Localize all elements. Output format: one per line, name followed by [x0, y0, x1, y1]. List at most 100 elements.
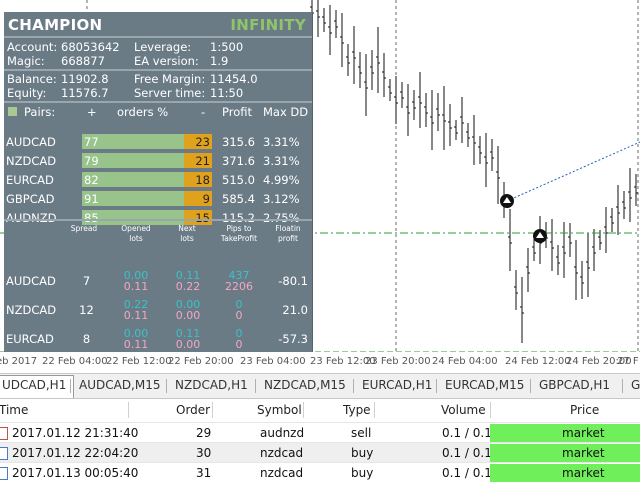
next-lots-header: Next lots: [178, 224, 196, 243]
chart-tab[interactable]: EURCAD,M15: [445, 378, 525, 392]
orders-minus-value: 9: [202, 192, 210, 206]
opened-sell-lots: 0.11: [123, 309, 149, 322]
divider: [4, 69, 312, 71]
time-axis-label: eb 2017: [0, 356, 38, 367]
trade-marker-icon[interactable]: [500, 194, 514, 208]
price-cell-highlight: [490, 464, 640, 482]
floating-profit: -80.1: [278, 274, 308, 288]
col-type-header[interactable]: Type: [343, 403, 371, 417]
time-axis-label: 22 Feb 20:00: [168, 356, 234, 367]
table-row[interactable]: 2017.01.12 21:31:40 29 audnzd sell 0.1 / 0.1…: [0, 422, 640, 443]
cell-volume: 0.1 / 0.1: [442, 446, 492, 460]
price-cell-highlight: [490, 424, 640, 442]
floating-profit: 21.0: [282, 303, 308, 317]
free-margin-value: 11454.0: [210, 72, 258, 86]
tab-divider: [530, 379, 531, 393]
divider: [4, 101, 312, 103]
panel-title: CHAMPION: [8, 16, 103, 34]
leverage-value: 1:500: [210, 40, 244, 54]
orders-plus-bar: [82, 191, 212, 206]
cell-symbol: audnzd: [260, 426, 305, 440]
tab-divider: [436, 379, 437, 393]
divider: [4, 36, 312, 38]
order-doc-icon: [0, 447, 8, 460]
time-axis-label: 24 Feb 04:00: [432, 356, 498, 367]
cell-price: market: [562, 426, 605, 440]
account-value: 68053642: [61, 40, 120, 54]
ea-version-label: EA version:: [134, 54, 199, 68]
orders-minus-value: 21: [195, 154, 210, 168]
free-margin-label: Free Margin:: [134, 72, 206, 86]
orders-header: orders %: [117, 105, 169, 119]
balance-value: 11902.8: [61, 72, 109, 86]
spread-value: 7: [82, 274, 91, 288]
chart-tab[interactable]: AUDCAD,M15: [79, 378, 161, 392]
stat-row: EURCAD 8 0.00 0.11 0.11 0.00 0 0 -57.3: [4, 324, 312, 352]
chart-tab[interactable]: GBPCAD,H1: [539, 378, 611, 392]
col-volume-header[interactable]: Volume: [441, 403, 486, 417]
orders-plus-bar: [82, 210, 212, 225]
chart-tab[interactable]: NZDCAD,M15: [264, 378, 346, 392]
pair-maxdd: 3.31%: [263, 135, 300, 149]
table-row[interactable]: 2017.01.13 00:05:40 31 nzdcad buy 0.1 / 0.1 m…: [0, 462, 640, 483]
chart-tab[interactable]: NZDCAD,H1: [175, 378, 248, 392]
orders-plus-value: 82: [84, 173, 99, 187]
balance-label: Balance:: [7, 72, 57, 86]
magic-value: 668877: [61, 54, 105, 68]
pair-name: NZDCAD: [6, 154, 57, 168]
tab-active-chart[interactable]: UDCAD,H1: [0, 375, 75, 398]
divider: [4, 219, 312, 221]
col-order-header[interactable]: Order: [176, 403, 211, 417]
next-sell-lots: 0.00: [175, 338, 201, 351]
col-symbol-header[interactable]: Symbol: [257, 403, 302, 417]
pairs-header: Pairs:: [24, 105, 56, 119]
cell-volume: 0.1 / 0.1: [442, 426, 492, 440]
tab-divider: [622, 379, 623, 393]
tab-divider: [70, 379, 71, 393]
spread-header: Spread: [70, 224, 98, 233]
time-axis-label: 22 Feb 04:00: [42, 356, 108, 367]
next-buy-lots: 0.11: [175, 327, 201, 340]
orders-plus-bar: [82, 153, 212, 168]
next-buy-lots: 0.11: [175, 269, 201, 282]
chart-tab[interactable]: EURCAD,H1: [362, 378, 433, 392]
cell-price: market: [562, 446, 605, 460]
pips-sell: 2206: [225, 280, 253, 293]
profit-header: Profit: [222, 105, 252, 119]
tab-divider: [255, 379, 256, 393]
stat-row: AUDCAD 7 0.00 0.11 0.11 0.22 437 2206 -80.1: [4, 266, 312, 296]
pair-row: NZDCAD 79 21 371.6 3.31%: [4, 152, 312, 170]
chart-tab[interactable]: G: [631, 378, 640, 392]
pair-row: GBPCAD 91 9 585.4 3.12%: [4, 190, 312, 208]
cell-order: 29: [196, 426, 212, 440]
spread-value: 8: [82, 332, 91, 346]
cell-symbol: nzdcad: [260, 466, 304, 480]
column-divider: [212, 402, 213, 418]
orders-minus-bar: [184, 134, 212, 149]
time-axis-label: 23 Feb 04:00: [240, 356, 306, 367]
equity-value: 11576.7: [61, 86, 109, 100]
column-divider: [374, 402, 375, 418]
trade-marker-icon[interactable]: [533, 229, 547, 243]
order-doc-icon: [0, 467, 8, 480]
orders-plus-value: 77: [84, 135, 99, 149]
cell-type: sell: [351, 426, 372, 440]
time-axis-label: 22 Feb 12:00: [106, 356, 172, 367]
cell-order: 31: [196, 466, 212, 480]
orders-minus-value: 15: [195, 211, 210, 225]
trend-line[interactable]: [506, 141, 640, 202]
opened-buy-lots: 0.00: [123, 327, 149, 340]
col-time-header[interactable]: Time: [0, 403, 29, 417]
orders-plus-value: 85: [84, 211, 99, 225]
cell-time: 2017.01.13 00:05:40: [12, 466, 139, 480]
server-time-label: Server time:: [134, 86, 206, 100]
account-label: Account:: [7, 40, 58, 54]
tab-divider: [166, 379, 167, 393]
orders-minus-bar: [184, 210, 212, 225]
time-axis-label: 24 Feb 12:00: [505, 356, 571, 367]
pair-name: GBPCAD: [6, 192, 55, 206]
pair-profit: 315.6: [222, 135, 255, 149]
col-price-header[interactable]: Price: [570, 403, 600, 417]
orders-plus-value: 91: [84, 192, 99, 206]
table-row[interactable]: 2017.01.12 22:04:20 30 nzdcad buy 0.1 / 0.1 m…: [0, 442, 640, 463]
